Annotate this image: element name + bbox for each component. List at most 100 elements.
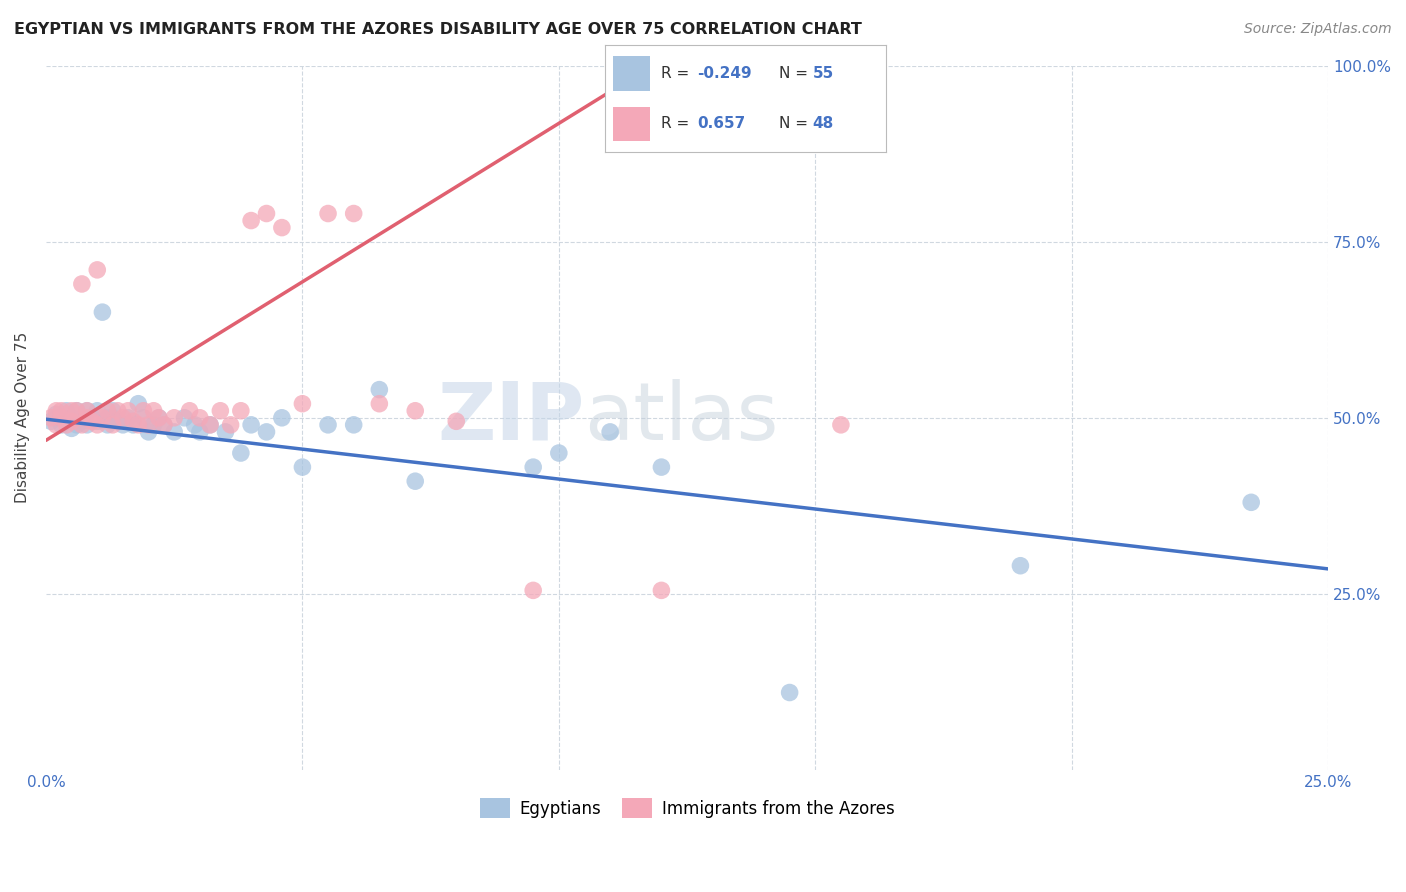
Point xyxy=(142,403,165,417)
Point xyxy=(76,403,98,417)
Point xyxy=(101,410,124,425)
Point xyxy=(173,410,195,425)
Point xyxy=(240,213,263,227)
Point xyxy=(198,417,221,432)
Point xyxy=(148,410,170,425)
Point xyxy=(76,417,98,432)
Point xyxy=(122,417,145,432)
Point xyxy=(127,397,149,411)
Point xyxy=(66,417,89,432)
Point xyxy=(229,446,252,460)
Point xyxy=(229,403,252,417)
Point xyxy=(60,410,83,425)
Point xyxy=(138,417,160,432)
Point xyxy=(779,685,801,699)
Text: atlas: atlas xyxy=(585,379,779,457)
Point xyxy=(86,417,108,432)
Point xyxy=(101,403,124,417)
Point xyxy=(547,446,569,460)
Point xyxy=(86,403,108,417)
Point xyxy=(70,414,93,428)
Point xyxy=(45,403,67,417)
Point xyxy=(101,417,124,432)
Point xyxy=(270,220,292,235)
Point xyxy=(86,263,108,277)
Text: EGYPTIAN VS IMMIGRANTS FROM THE AZORES DISABILITY AGE OVER 75 CORRELATION CHART: EGYPTIAN VS IMMIGRANTS FROM THE AZORES D… xyxy=(14,22,862,37)
Point xyxy=(55,403,77,417)
Point xyxy=(830,417,852,432)
Point xyxy=(51,410,73,425)
Point xyxy=(70,410,93,425)
Point xyxy=(91,410,114,425)
Legend: Egyptians, Immigrants from the Azores: Egyptians, Immigrants from the Azores xyxy=(474,791,901,825)
Point xyxy=(270,410,292,425)
Point xyxy=(404,403,426,417)
Point xyxy=(138,425,160,439)
Point xyxy=(60,403,83,417)
Point xyxy=(343,417,366,432)
Point xyxy=(148,410,170,425)
Point xyxy=(70,277,93,291)
Point xyxy=(82,414,104,428)
Point xyxy=(55,414,77,428)
Point xyxy=(368,383,391,397)
Point xyxy=(51,403,73,417)
Point xyxy=(291,397,314,411)
Point xyxy=(153,417,176,432)
Point xyxy=(153,417,176,432)
Text: 48: 48 xyxy=(813,116,834,131)
Point xyxy=(1240,495,1263,509)
Point xyxy=(188,410,211,425)
Point xyxy=(82,410,104,425)
Point xyxy=(368,397,391,411)
FancyBboxPatch shape xyxy=(613,107,650,141)
Point xyxy=(183,417,205,432)
FancyBboxPatch shape xyxy=(613,56,650,91)
Text: R =: R = xyxy=(661,66,695,81)
Point xyxy=(446,414,468,428)
Point xyxy=(1010,558,1032,573)
Point xyxy=(70,417,93,432)
Point xyxy=(650,583,672,598)
Point xyxy=(45,417,67,432)
Point xyxy=(45,410,67,425)
Point xyxy=(316,206,339,220)
Point xyxy=(240,417,263,432)
Point xyxy=(39,414,62,428)
Point xyxy=(188,425,211,439)
Point xyxy=(219,417,242,432)
Point xyxy=(522,583,544,598)
Point xyxy=(122,414,145,428)
Point xyxy=(132,403,155,417)
Point xyxy=(60,421,83,435)
Point xyxy=(111,417,134,432)
Point xyxy=(127,417,149,432)
Point xyxy=(117,410,139,425)
Point xyxy=(91,305,114,319)
Point xyxy=(132,410,155,425)
Point xyxy=(522,460,544,475)
Text: N =: N = xyxy=(779,116,813,131)
Point xyxy=(291,460,314,475)
Point xyxy=(343,206,366,220)
Point xyxy=(117,403,139,417)
Point xyxy=(76,410,98,425)
Point xyxy=(39,410,62,425)
Point xyxy=(404,474,426,488)
Point xyxy=(163,410,186,425)
Point xyxy=(96,410,118,425)
Point xyxy=(198,417,221,432)
Point xyxy=(66,403,89,417)
Point xyxy=(599,425,621,439)
Y-axis label: Disability Age Over 75: Disability Age Over 75 xyxy=(15,332,30,503)
Point xyxy=(51,417,73,432)
Point xyxy=(51,410,73,425)
Text: Source: ZipAtlas.com: Source: ZipAtlas.com xyxy=(1244,22,1392,37)
Point xyxy=(316,417,339,432)
Point xyxy=(55,417,77,432)
Point xyxy=(256,425,278,439)
Point xyxy=(60,414,83,428)
Point xyxy=(96,417,118,432)
Point xyxy=(45,407,67,421)
Text: R =: R = xyxy=(661,116,699,131)
